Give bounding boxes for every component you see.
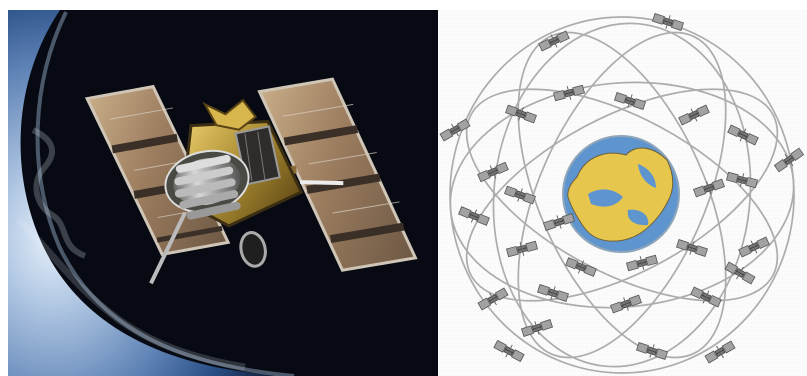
cloud-band-lower	[15, 217, 246, 371]
satellite-earth-photo	[8, 10, 438, 376]
gps-constellation-diagram	[438, 10, 807, 376]
satellite-model	[84, 77, 418, 285]
cloud-band	[31, 127, 87, 259]
antenna-array	[174, 154, 241, 220]
satellite-body	[149, 98, 344, 285]
earth-globe	[562, 135, 680, 253]
orbit-diagram-svg	[438, 10, 807, 376]
satellite-earth-illustration	[8, 10, 438, 376]
atmosphere-glow	[35, 11, 295, 376]
right-solar-array	[257, 77, 418, 272]
earth-limb	[8, 10, 294, 376]
